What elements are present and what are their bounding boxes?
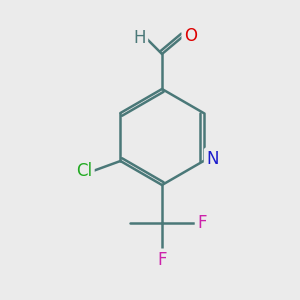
Text: H: H bbox=[133, 29, 146, 47]
Text: N: N bbox=[206, 150, 219, 168]
Text: F: F bbox=[157, 251, 167, 269]
Text: F: F bbox=[197, 214, 207, 232]
Text: O: O bbox=[184, 27, 197, 45]
Text: Cl: Cl bbox=[76, 162, 92, 180]
